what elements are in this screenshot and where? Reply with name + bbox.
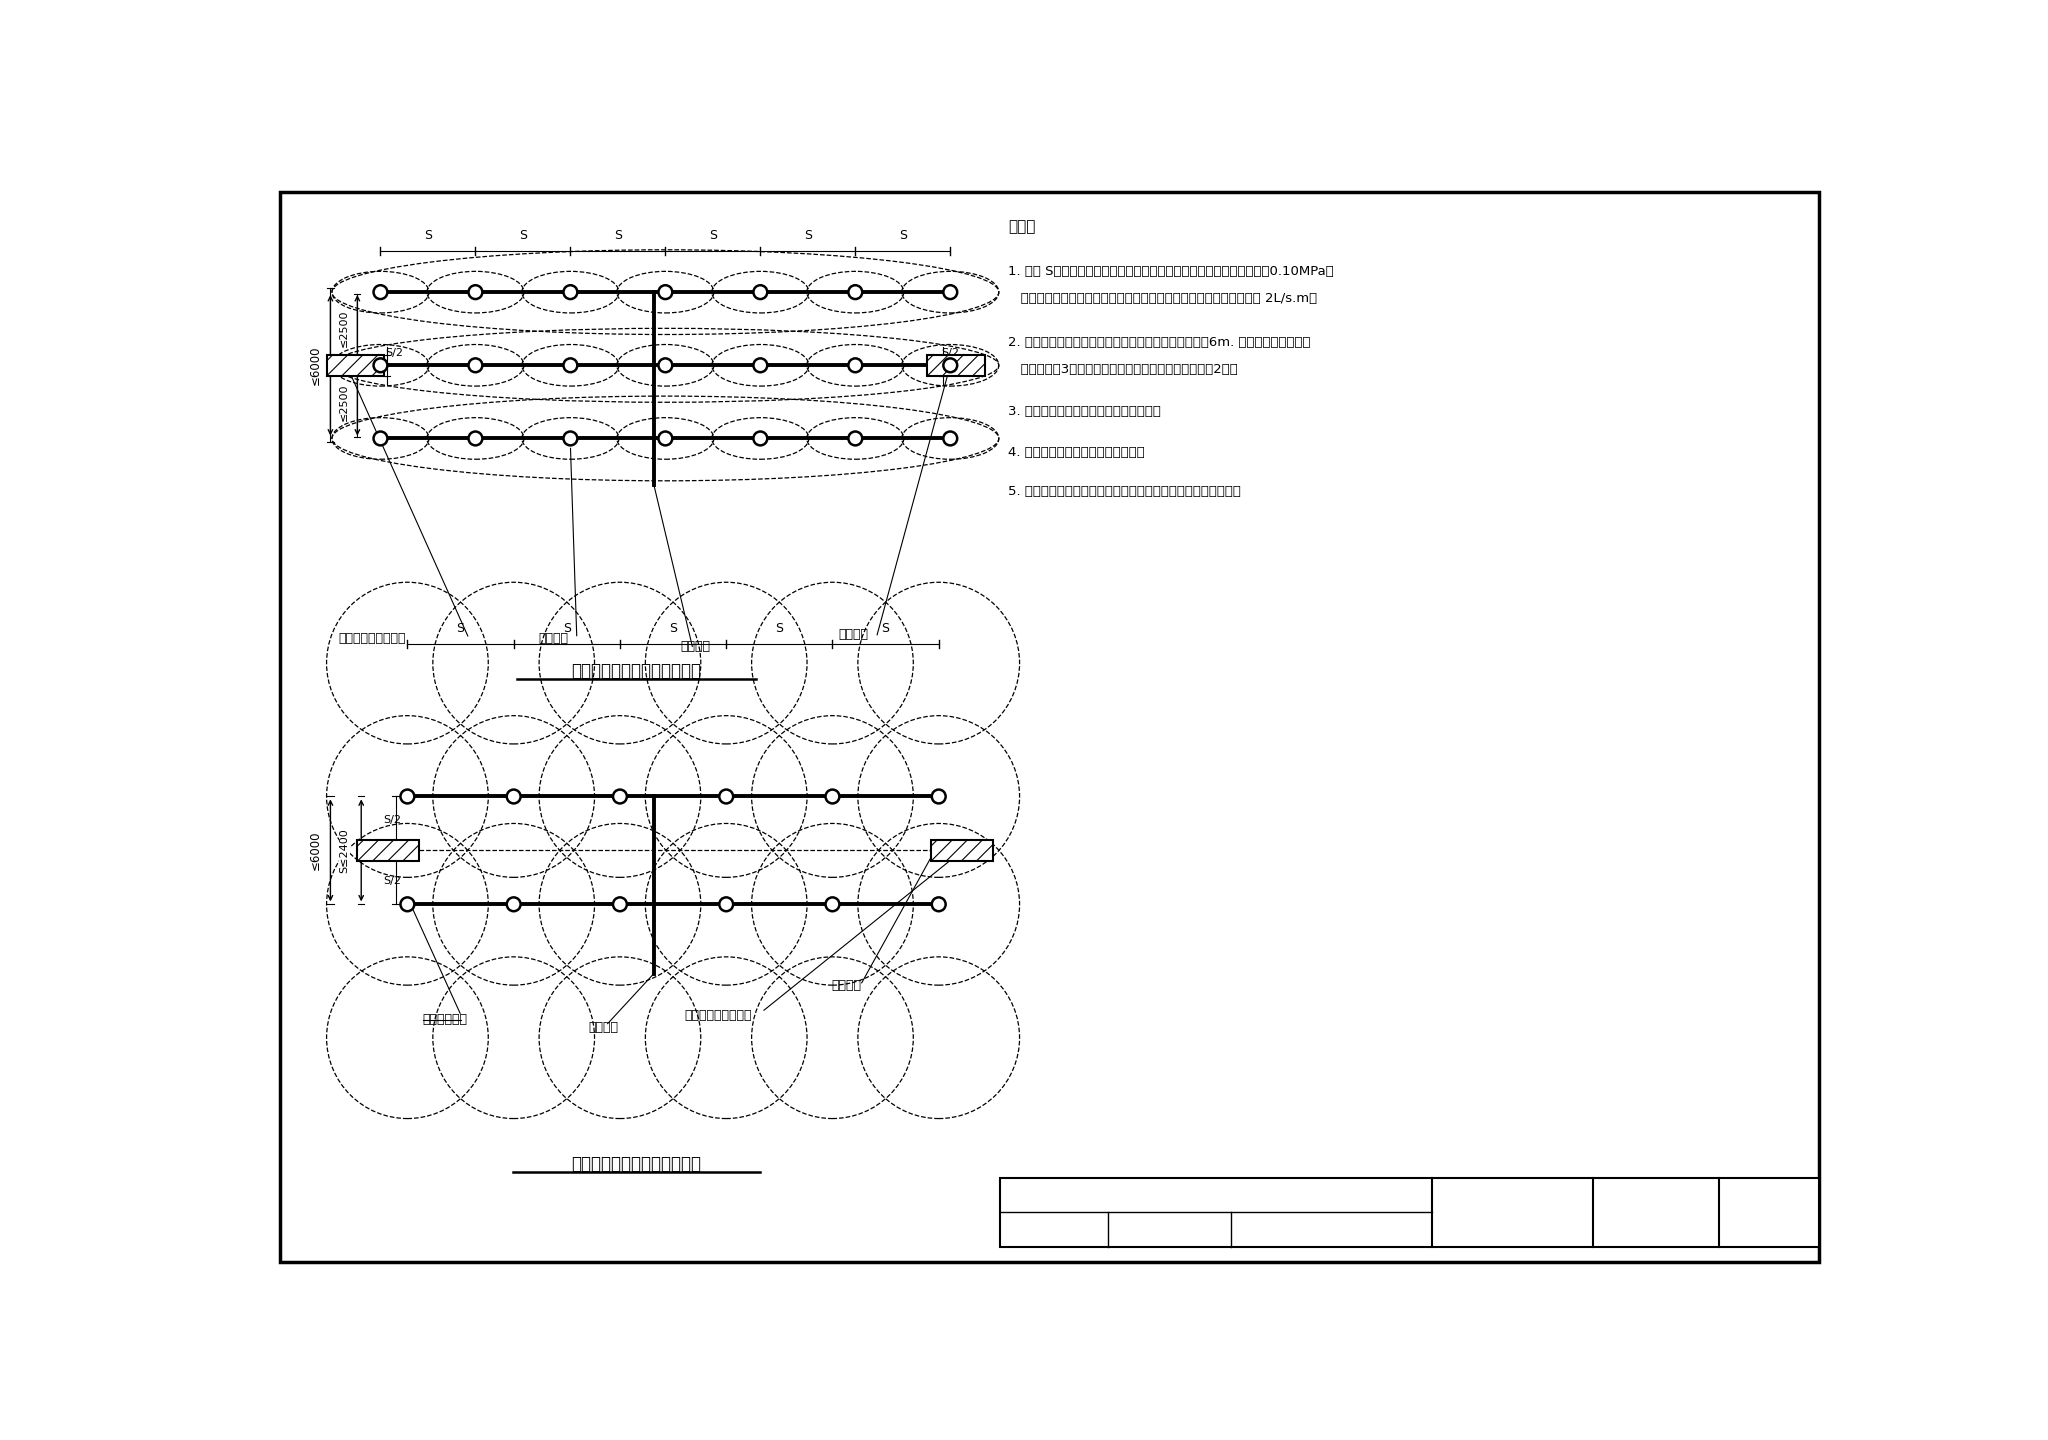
Text: 防火分隔水幕双排布置示意图: 防火分隔水幕双排布置示意图 xyxy=(571,1155,702,1172)
Text: 配水干管: 配水干管 xyxy=(680,639,711,652)
Bar xyxy=(356,840,420,861)
Circle shape xyxy=(754,432,768,445)
Circle shape xyxy=(848,285,862,300)
Bar xyxy=(928,354,985,376)
Circle shape xyxy=(944,285,956,300)
Text: S: S xyxy=(709,229,717,242)
Circle shape xyxy=(848,432,862,445)
Text: S: S xyxy=(563,622,571,635)
Text: ≤6000: ≤6000 xyxy=(309,346,322,384)
Circle shape xyxy=(659,285,672,300)
Text: 配水干管: 配水干管 xyxy=(588,1021,618,1034)
Bar xyxy=(999,1178,1819,1247)
Circle shape xyxy=(401,789,414,804)
Text: 说明：: 说明： xyxy=(1008,219,1036,233)
Circle shape xyxy=(373,359,387,372)
Text: S: S xyxy=(614,229,623,242)
Circle shape xyxy=(944,359,956,372)
Circle shape xyxy=(612,789,627,804)
Text: 页: 页 xyxy=(1729,1205,1735,1218)
Circle shape xyxy=(469,432,483,445)
Text: 水幕喷头: 水幕喷头 xyxy=(539,632,567,645)
Text: 5. 防火分隔水幕，其上部和下部不应有可燃构件和可燃物放置。: 5. 防火分隔水幕，其上部和下部不应有可燃构件和可燃物放置。 xyxy=(1008,485,1241,498)
Text: 被保护的墙开口部位: 被保护的墙开口部位 xyxy=(684,1009,752,1022)
Text: 3. 防火分隔水幕建议采用开式洒水喷头。: 3. 防火分隔水幕建议采用开式洒水喷头。 xyxy=(1008,405,1161,419)
Circle shape xyxy=(563,359,578,372)
Circle shape xyxy=(469,359,483,372)
Text: S: S xyxy=(881,622,889,635)
Text: 审核: 审核 xyxy=(1012,1223,1026,1236)
Circle shape xyxy=(932,789,946,804)
Circle shape xyxy=(373,285,387,300)
Bar xyxy=(932,840,993,861)
Circle shape xyxy=(373,432,387,445)
Circle shape xyxy=(932,897,946,912)
Text: 04S206: 04S206 xyxy=(1616,1205,1669,1220)
Circle shape xyxy=(944,432,956,445)
Text: S: S xyxy=(803,229,811,242)
Circle shape xyxy=(719,897,733,912)
Text: S≤2400: S≤2400 xyxy=(340,828,350,873)
Circle shape xyxy=(506,789,520,804)
Circle shape xyxy=(401,897,414,912)
Circle shape xyxy=(825,789,840,804)
Text: S/2: S/2 xyxy=(942,348,958,359)
Circle shape xyxy=(659,359,672,372)
Circle shape xyxy=(659,432,672,445)
Text: S/2: S/2 xyxy=(383,815,401,825)
Text: 设计: 设计 xyxy=(1243,1223,1257,1236)
Text: S: S xyxy=(424,229,432,242)
Text: 开式洒水喷头: 开式洒水喷头 xyxy=(422,1014,467,1027)
Text: 校对: 校对 xyxy=(1120,1223,1135,1236)
Text: 水幕带应均匀布水，沿直线分布不能出现空白点，喷水强度不应小于 2L/s.m。: 水幕带应均匀布水，沿直线分布不能出现空白点，喷水强度不应小于 2L/s.m。 xyxy=(1008,292,1317,305)
Text: 35: 35 xyxy=(1761,1205,1778,1220)
Circle shape xyxy=(612,897,627,912)
Text: ≤6000: ≤6000 xyxy=(309,831,322,870)
Text: S: S xyxy=(457,622,465,635)
Circle shape xyxy=(506,897,520,912)
Text: 乙佰仲: 乙佰仲 xyxy=(1040,1227,1061,1237)
Text: 防火分隔水幕布置示意图: 防火分隔水幕布置示意图 xyxy=(1165,1188,1266,1202)
Circle shape xyxy=(825,897,840,912)
Text: 1. 图中 S（喷头间距）应根据水力条件计算确定，喷头最小工作压力为0.10MPa。: 1. 图中 S（喷头间距）应根据水力条件计算确定，喷头最小工作压力为0.10MP… xyxy=(1008,265,1333,278)
Text: 配水支管: 配水支管 xyxy=(831,979,860,992)
Text: 防火分隔水幕三排布置示意图: 防火分隔水幕三排布置示意图 xyxy=(571,662,702,680)
Text: 品储纲: 品储纲 xyxy=(1149,1227,1167,1237)
Text: ≤2500: ≤2500 xyxy=(338,383,348,420)
Text: 头不应少于3排；采用开式洒水喷头时，喷头不应少于2排。: 头不应少于3排；采用开式洒水喷头时，喷头不应少于2排。 xyxy=(1008,363,1237,376)
Circle shape xyxy=(754,359,768,372)
Circle shape xyxy=(848,359,862,372)
Text: 丹鲸鸟: 丹鲸鸟 xyxy=(1272,1227,1292,1237)
Text: 4. 同一组水幕中，喷头规格应一致。: 4. 同一组水幕中，喷头规格应一致。 xyxy=(1008,446,1145,459)
Bar xyxy=(326,354,385,376)
Circle shape xyxy=(563,285,578,300)
Text: S: S xyxy=(899,229,907,242)
Text: 图集号: 图集号 xyxy=(1444,1205,1466,1218)
Text: S: S xyxy=(776,622,782,635)
Circle shape xyxy=(719,789,733,804)
Text: S/2: S/2 xyxy=(385,348,403,359)
Circle shape xyxy=(754,285,768,300)
Text: S: S xyxy=(518,229,526,242)
Text: S/2: S/2 xyxy=(383,876,401,886)
Circle shape xyxy=(469,285,483,300)
Text: 2. 防火分隔水幕的喷头布置，应保证水幕的宽度不小于6m. 采用水幕喷头时，喷: 2. 防火分隔水幕的喷头布置，应保证水幕的宽度不小于6m. 采用水幕喷头时，喷 xyxy=(1008,336,1311,348)
Text: S: S xyxy=(670,622,678,635)
Text: 被保护的墙开口部位: 被保护的墙开口部位 xyxy=(338,632,406,645)
Text: 配水支管: 配水支管 xyxy=(838,628,868,641)
Circle shape xyxy=(563,432,578,445)
Text: ≤2500: ≤2500 xyxy=(338,310,348,347)
